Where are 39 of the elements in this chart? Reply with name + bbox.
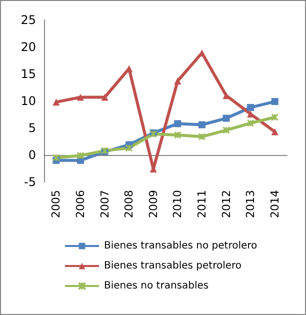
y-tick-label: -5 — [24, 175, 36, 189]
x-tick-label: 2013 — [244, 190, 258, 218]
legend-label: Bienes no transables — [104, 280, 209, 292]
x-tick-label: 2005 — [50, 190, 63, 218]
legend-label: Bienes transables petrolero — [104, 260, 242, 272]
point — [271, 113, 279, 121]
point — [198, 132, 206, 140]
point — [174, 120, 182, 128]
point — [222, 126, 230, 134]
point — [247, 104, 254, 111]
y-tick-label: 15 — [20, 67, 36, 81]
point — [271, 128, 278, 136]
point — [76, 94, 84, 101]
y-tick-label: 5 — [28, 121, 36, 135]
point — [271, 98, 278, 106]
point — [76, 152, 84, 160]
x-tick-label: 2007 — [98, 190, 112, 218]
point — [101, 94, 108, 101]
x-tick-label: 2012 — [220, 190, 233, 218]
x-tick-label: 2006 — [74, 190, 87, 218]
x-tick-label: 2011 — [195, 190, 208, 218]
x-tick-label: 2008 — [122, 190, 136, 218]
point — [52, 154, 60, 162]
point — [174, 78, 182, 85]
legend-label: Bienes transables no petrolero — [104, 240, 258, 252]
y-tick-label: 0 — [28, 148, 36, 162]
x-tick-label: 2009 — [146, 190, 160, 218]
y-tick-label: 10 — [20, 94, 36, 108]
point — [222, 92, 230, 100]
y-tick-label: 20 — [20, 40, 36, 54]
point — [125, 144, 133, 152]
point — [52, 98, 60, 106]
x-tick-label: 2010 — [171, 190, 184, 218]
x-tick-label: 2014 — [268, 190, 282, 218]
point — [198, 121, 206, 128]
point — [222, 114, 230, 122]
y-tick-label: 25 — [20, 13, 36, 27]
point — [246, 119, 254, 127]
point — [174, 131, 182, 139]
